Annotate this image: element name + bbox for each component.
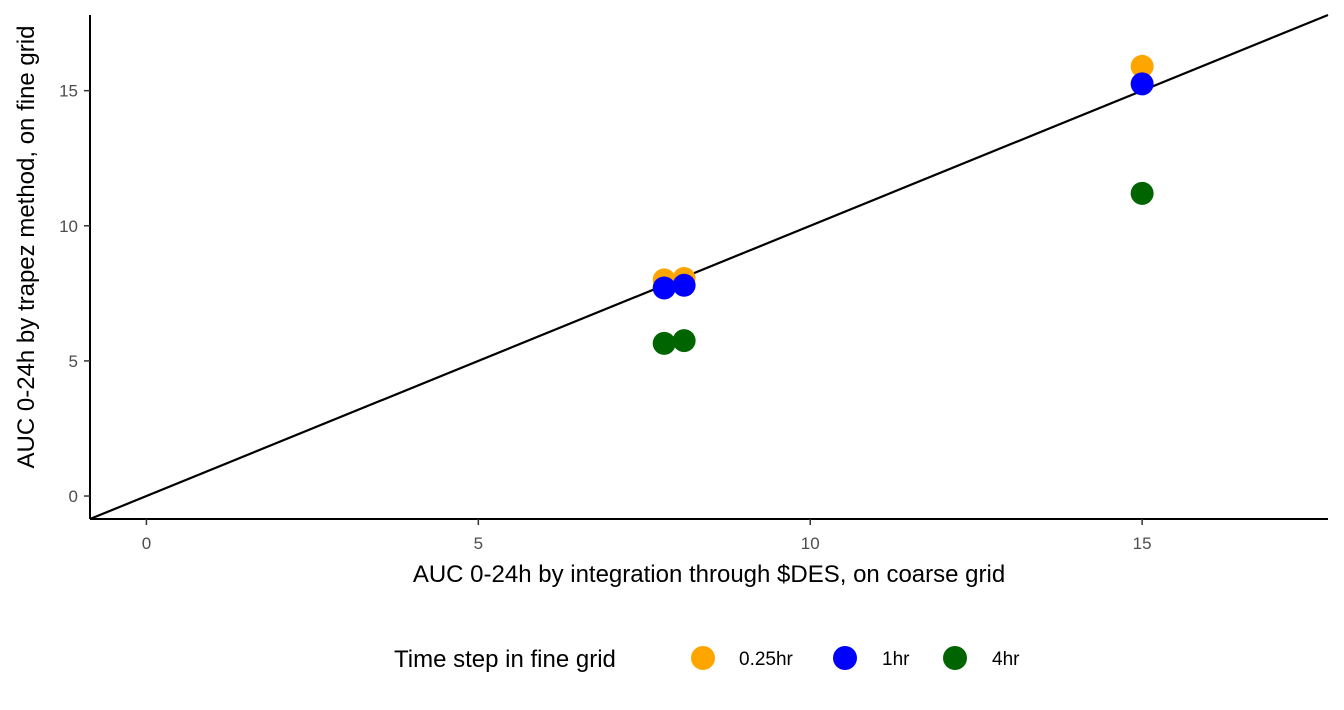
- y-tick-label: 10: [59, 217, 78, 236]
- x-tick-label: 10: [801, 534, 820, 553]
- x-axis-title: AUC 0-24h by integration through $DES, o…: [413, 561, 1005, 588]
- y-tick-label: 5: [69, 352, 78, 371]
- x-tick-label: 5: [474, 534, 483, 553]
- data-point-1hr-2: [672, 273, 696, 297]
- legend: Time step in fine grid 0.25hr 1hr 4hr: [394, 646, 1020, 673]
- y-axis-ticks: 0 5 10 15: [59, 82, 90, 506]
- data-point-0.25hr-3: [1130, 54, 1154, 78]
- legend-key-4hr: [943, 646, 967, 670]
- y-axis-title: AUC 0-24h by trapez method, on fine grid: [13, 26, 40, 469]
- x-tick-label: 15: [1133, 534, 1152, 553]
- identity-reference-line: [89, 13, 1329, 521]
- data-point-1hr-1: [652, 276, 676, 300]
- legend-label-1hr: 1hr: [882, 649, 910, 670]
- legend-label-4hr: 4hr: [992, 649, 1020, 670]
- y-tick-label: 0: [69, 487, 78, 506]
- legend-key-0.25hr: [691, 646, 715, 670]
- x-tick-label: 0: [142, 534, 151, 553]
- x-axis-ticks: 0 5 10 15: [142, 519, 1152, 553]
- data-point-4hr-2: [672, 329, 696, 353]
- data-points: [652, 54, 1154, 355]
- legend-key-1hr: [833, 646, 857, 670]
- data-point-4hr-1: [652, 331, 676, 355]
- data-point-4hr-3: [1130, 181, 1154, 205]
- data-point-1hr-3: [1130, 72, 1154, 96]
- legend-label-0.25hr: 0.25hr: [739, 649, 794, 670]
- y-tick-label: 15: [59, 82, 78, 101]
- legend-title: Time step in fine grid: [394, 646, 616, 673]
